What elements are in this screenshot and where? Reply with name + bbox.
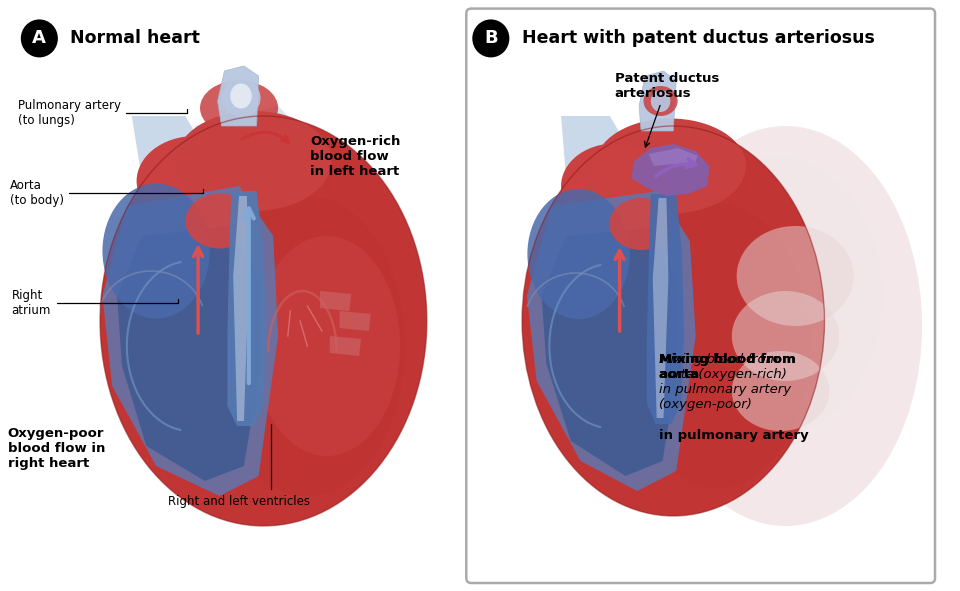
Text: A: A	[33, 30, 46, 47]
Ellipse shape	[527, 189, 630, 319]
Ellipse shape	[210, 196, 405, 496]
Text: B: B	[484, 30, 497, 47]
Polygon shape	[647, 194, 684, 424]
Text: Heart with patent ductus arteriosus: Heart with patent ductus arteriosus	[521, 30, 875, 47]
Polygon shape	[541, 228, 678, 476]
Ellipse shape	[100, 116, 427, 526]
Circle shape	[472, 20, 510, 57]
Ellipse shape	[610, 198, 673, 250]
Polygon shape	[561, 116, 641, 286]
Text: Normal heart: Normal heart	[70, 30, 200, 47]
Text: Mixing blood from
aorta (oxygen-rich)
in pulmonary artery
(oxygen-poor): Mixing blood from aorta (oxygen-rich) in…	[659, 353, 791, 411]
Ellipse shape	[561, 144, 668, 229]
Polygon shape	[132, 116, 220, 286]
Text: Oxygen-rich
blood flow
in left heart: Oxygen-rich blood flow in left heart	[310, 135, 400, 177]
FancyBboxPatch shape	[467, 9, 935, 583]
Polygon shape	[340, 311, 371, 331]
Text: Pulmonary artery
(to lungs): Pulmonary artery (to lungs)	[17, 99, 187, 127]
Ellipse shape	[200, 80, 278, 135]
Ellipse shape	[668, 156, 883, 436]
Polygon shape	[228, 191, 266, 426]
Ellipse shape	[185, 193, 253, 248]
Ellipse shape	[522, 126, 825, 516]
Text: Patent ductus
arteriosus: Patent ductus arteriosus	[614, 72, 719, 147]
Text: Aorta
(to body): Aorta (to body)	[10, 179, 203, 207]
Ellipse shape	[222, 79, 260, 117]
Polygon shape	[195, 106, 302, 156]
Polygon shape	[218, 66, 258, 126]
Ellipse shape	[732, 351, 829, 431]
Ellipse shape	[732, 291, 839, 381]
Text: Right and left ventricles: Right and left ventricles	[168, 424, 310, 508]
Ellipse shape	[736, 226, 853, 326]
Ellipse shape	[651, 90, 670, 112]
Ellipse shape	[594, 119, 746, 213]
Text: in pulmonary artery: in pulmonary artery	[659, 429, 808, 442]
Ellipse shape	[230, 83, 252, 109]
Polygon shape	[639, 71, 676, 131]
Polygon shape	[632, 144, 709, 196]
Text: Mixing blood from
aorta: Mixing blood from aorta	[659, 353, 796, 381]
Ellipse shape	[643, 86, 678, 116]
Polygon shape	[330, 336, 361, 356]
Ellipse shape	[136, 136, 253, 226]
Polygon shape	[653, 198, 668, 418]
Ellipse shape	[649, 126, 923, 526]
Text: Oxygen-poor
blood flow in
right heart: Oxygen-poor blood flow in right heart	[8, 427, 106, 470]
Ellipse shape	[253, 236, 400, 456]
Polygon shape	[527, 191, 696, 491]
Text: Right
atrium: Right atrium	[12, 289, 178, 317]
Text: Mixing blood from
aorta: Mixing blood from aorta	[659, 353, 796, 381]
Polygon shape	[649, 148, 698, 168]
Polygon shape	[117, 226, 260, 481]
Circle shape	[21, 20, 58, 57]
Polygon shape	[103, 186, 278, 496]
Ellipse shape	[624, 203, 810, 489]
Ellipse shape	[103, 183, 210, 319]
Polygon shape	[233, 196, 249, 421]
Ellipse shape	[176, 111, 332, 211]
Polygon shape	[320, 291, 351, 311]
